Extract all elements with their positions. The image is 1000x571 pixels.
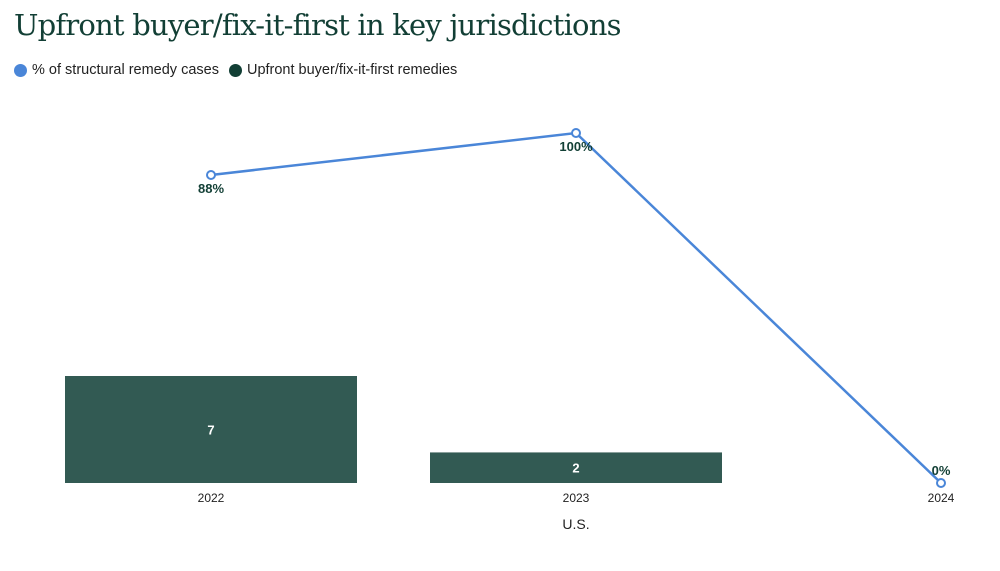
chart-title: Upfront buyer/fix-it-first in key jurisd…	[14, 8, 621, 42]
bar-value-label: 7	[207, 423, 214, 438]
legend-label-upfront: Upfront buyer/fix-it-first remedies	[246, 62, 458, 78]
legend-dot-icon	[228, 63, 242, 77]
legend-dot-icon	[14, 63, 27, 77]
line-point-label: 0%	[932, 463, 951, 478]
x-tick-label: 2023	[563, 491, 590, 505]
legend-label-percent: % of structural remedy cases	[32, 62, 219, 78]
bars-layer: 72	[65, 376, 722, 483]
x-tick-label: 2024	[928, 491, 955, 505]
legend-item-percent[interactable]: % of structural remedy cases	[14, 62, 219, 78]
line-point-label: 100%	[559, 139, 593, 154]
line-point-2023[interactable]	[571, 128, 581, 138]
line-layer: 88% 100% 0%	[198, 128, 951, 488]
bar-value-label: 2	[572, 461, 579, 476]
line-point-label: 88%	[198, 181, 224, 196]
bar-2023[interactable]	[430, 452, 722, 483]
legend-item-upfront[interactable]: Upfront buyer/fix-it-first remedies	[228, 62, 458, 78]
bar-2022[interactable]	[65, 376, 357, 483]
legend: % of structural remedy cases Upfront buy…	[14, 62, 467, 78]
line-point-2024[interactable]	[936, 478, 946, 488]
x-tick-label: 2022	[198, 491, 225, 505]
x-axis-ticks: 2022 2023 2024	[198, 491, 955, 505]
line-point-2022[interactable]	[206, 170, 216, 180]
x-axis-label: U.S.	[562, 516, 589, 532]
